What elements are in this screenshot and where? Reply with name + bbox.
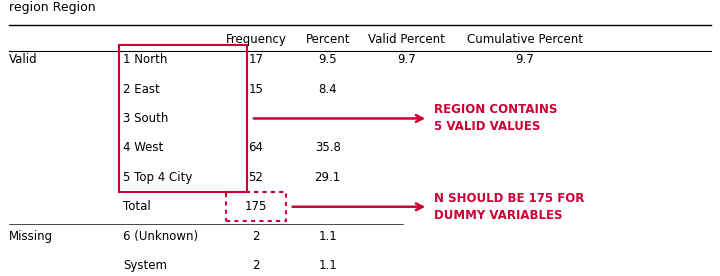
Bar (226, 192, 286, 221)
Text: Valid: Valid (9, 53, 37, 66)
Text: 3 South: 3 South (123, 112, 168, 125)
Text: 8.4: 8.4 (318, 83, 337, 95)
Text: System: System (123, 259, 167, 272)
Text: 4 West: 4 West (123, 141, 163, 154)
Text: Total: Total (123, 200, 151, 213)
Text: Frequency: Frequency (225, 33, 287, 46)
Text: 1.1: 1.1 (318, 230, 337, 243)
Text: 52: 52 (248, 171, 264, 184)
Text: Valid Percent: Valid Percent (368, 33, 445, 46)
Text: 9.5: 9.5 (318, 53, 337, 66)
Text: 6 (Unknown): 6 (Unknown) (123, 230, 199, 243)
Text: 175: 175 (245, 200, 267, 213)
Bar (119, 45, 248, 192)
Text: 2: 2 (252, 259, 260, 272)
Text: 2 East: 2 East (123, 83, 160, 95)
Text: N SHOULD BE 175 FOR
DUMMY VARIABLES: N SHOULD BE 175 FOR DUMMY VARIABLES (434, 192, 584, 222)
Text: REGION CONTAINS
5 VALID VALUES: REGION CONTAINS 5 VALID VALUES (434, 104, 557, 134)
Text: 9.7: 9.7 (516, 53, 534, 66)
Text: 1.1: 1.1 (318, 259, 337, 272)
Text: 2: 2 (252, 230, 260, 243)
Text: 35.8: 35.8 (315, 141, 341, 154)
Text: Missing: Missing (9, 230, 53, 243)
Text: 9.7: 9.7 (397, 53, 416, 66)
Text: region Region: region Region (9, 1, 95, 14)
Text: Percent: Percent (305, 33, 350, 46)
Text: 5 Top 4 City: 5 Top 4 City (123, 171, 193, 184)
Text: 15: 15 (248, 83, 264, 95)
Text: 17: 17 (248, 53, 264, 66)
Text: 29.1: 29.1 (315, 171, 341, 184)
Text: Cumulative Percent: Cumulative Percent (467, 33, 583, 46)
Text: 1 North: 1 North (123, 53, 168, 66)
Text: 64: 64 (248, 141, 264, 154)
